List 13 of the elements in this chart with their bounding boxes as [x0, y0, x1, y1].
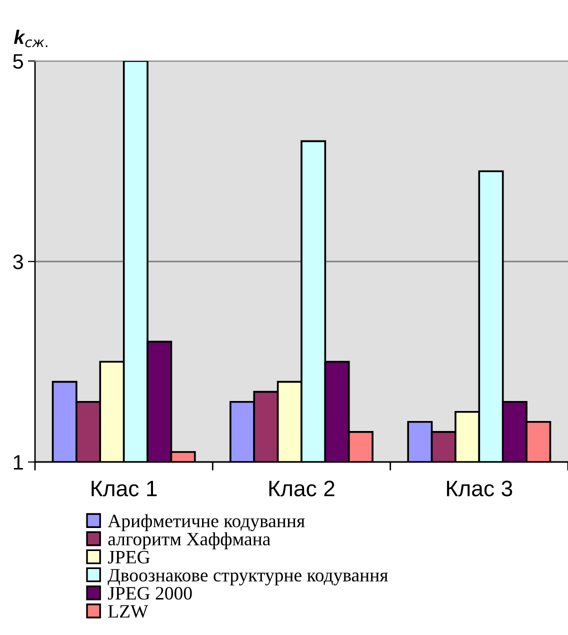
x-tick-label: Клас 2 [269, 480, 334, 496]
legend-label: алгоритм Хаффмана [108, 532, 270, 550]
legend-label: LZW [108, 605, 148, 618]
legend-label: JPEG [108, 550, 150, 564]
x-tick-label: Клас 3 [447, 480, 512, 496]
legend-label: Арифметичне кодування [108, 514, 305, 532]
y-tick-label: 1 [14, 455, 23, 470]
legend-label: Двоознакове структурне кодування [108, 569, 388, 586]
y-axis-title: k$_{сж.}$ [14, 30, 48, 48]
y-tick-label: 5 [13, 54, 24, 69]
legend-label: JPEG 2000 [108, 586, 192, 600]
y-tick-label: 3 [13, 254, 23, 270]
x-tick-label: Клас 1 [92, 480, 157, 496]
